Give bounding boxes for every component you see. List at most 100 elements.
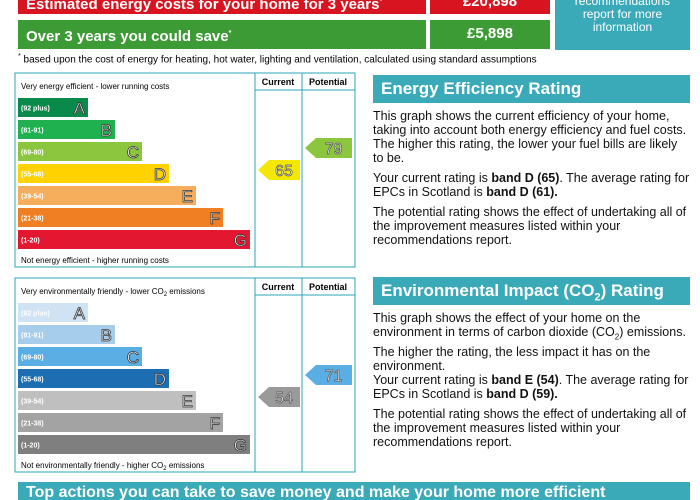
current-rating-arrow	[258, 160, 300, 180]
footnote-text: based upon the cost of energy for heatin…	[20, 54, 537, 66]
paragraph: Your current rating is band D (65). The …	[373, 171, 691, 199]
estimated-costs-label: Estimated energy costs for your home for…	[18, 0, 426, 14]
scale-label: Very environmentally friendly - lower CO…	[21, 287, 205, 298]
band-letter: G	[234, 231, 247, 250]
chart-frame	[14, 277, 356, 473]
potential-rating: 79	[325, 141, 343, 158]
potential-rating-arrow	[305, 365, 352, 385]
current-rating: 54	[275, 390, 293, 407]
paragraph: This graph shows the effect of your home…	[373, 311, 691, 373]
bold-text: band D (59).	[486, 387, 558, 401]
band-letter: C	[127, 143, 139, 162]
column-header: Potential	[309, 282, 347, 292]
footnote: * based upon the cost of energy for heat…	[18, 53, 537, 65]
rating-band	[18, 208, 223, 227]
scale-label: Not energy efficient - higher running co…	[21, 256, 169, 265]
label-text: Over 3 years you could save	[26, 28, 229, 45]
band-range: (21-38)	[21, 216, 44, 223]
band-range: (81-91)	[21, 333, 44, 340]
subscript: 2	[614, 332, 620, 342]
band-range: (55-68)	[21, 172, 44, 179]
rating-band	[18, 120, 115, 139]
footnote-mark: *	[379, 0, 383, 5]
band-letter: D	[154, 370, 166, 389]
bold-text: band E (54)	[491, 373, 559, 387]
paragraph: Your current rating is band E (54). The …	[373, 373, 691, 401]
paragraph: The potential rating shows the effect of…	[373, 205, 687, 247]
recommendations-note: See your recommendations report for more…	[555, 0, 690, 50]
band-range: (1-20)	[21, 443, 40, 450]
footer-title: Top actions you can take to save money a…	[18, 482, 690, 500]
chart-frame	[14, 72, 356, 268]
band-letter: F	[210, 209, 220, 228]
band-letter: E	[182, 392, 193, 411]
text: ) emissions. The higher the rating, the …	[373, 325, 686, 373]
band-range: (69-80)	[21, 355, 44, 362]
band-range: (39-54)	[21, 194, 44, 201]
current-rating-arrow	[258, 387, 300, 407]
band-range: (92 plus)	[21, 311, 50, 318]
column-header: Potential	[309, 77, 347, 87]
rating-band	[18, 142, 142, 161]
text: Environmental Impact (CO	[381, 281, 595, 300]
text: This graph shows the effect of your home…	[373, 311, 641, 339]
rating-band	[18, 303, 88, 322]
text: emissions	[167, 287, 205, 296]
rating-band	[18, 98, 88, 117]
rating-band	[18, 164, 169, 183]
text: Your current rating is	[373, 171, 492, 185]
potential-rating: 71	[325, 368, 343, 385]
text: Very environmentally friendly - lower CO	[21, 287, 164, 296]
subscript: 2	[163, 466, 167, 472]
band-letter: B	[101, 326, 112, 345]
band-letter: D	[154, 165, 166, 184]
rating-band	[18, 325, 115, 344]
rating-band	[18, 413, 223, 432]
section-heading: Energy Efficiency Rating	[373, 75, 690, 103]
label-text: Estimated energy costs for your home for…	[26, 0, 380, 13]
band-letter: A	[74, 304, 86, 323]
text: . The average rating for EPCs in Scotlan…	[373, 171, 690, 199]
scale-label: Very energy efficient - lower running co…	[21, 82, 169, 91]
potential-rating-arrow	[305, 138, 352, 158]
column-header: Current	[262, 77, 295, 87]
rating-band	[18, 230, 250, 249]
band-letter: B	[101, 121, 112, 140]
column-header: Current	[262, 282, 295, 292]
text: . The average rating for EPCs in Scotlan…	[373, 373, 689, 401]
band-letter: C	[127, 348, 139, 367]
band-range: (21-38)	[21, 421, 44, 428]
band-range: (81-91)	[21, 128, 44, 135]
rating-band	[18, 347, 142, 366]
band-range: (69-80)	[21, 150, 44, 157]
subscript: 2	[594, 291, 601, 304]
estimated-costs-value: £20,898	[430, 0, 550, 14]
rating-band	[18, 186, 196, 205]
band-range: (55-68)	[21, 377, 44, 384]
text: ) Rating	[600, 281, 664, 300]
text: Your current rating is	[373, 373, 492, 387]
paragraph: This graph shows the current efficiency …	[373, 109, 687, 165]
section-heading: Environmental Impact (CO2) Rating	[373, 277, 690, 305]
text: Not environmentally friendly - higher CO	[21, 461, 163, 470]
band-letter: G	[234, 436, 247, 455]
bold-text: band D (65)	[491, 171, 560, 185]
text: emissions	[167, 461, 205, 470]
rating-band	[18, 435, 250, 454]
band-range: (1-20)	[21, 238, 40, 245]
band-letter: A	[74, 99, 86, 118]
current-rating: 65	[275, 163, 293, 180]
bold-text: band D (61).	[486, 185, 558, 199]
footnote-mark: *	[228, 30, 232, 37]
paragraph: The potential rating shows the effect of…	[373, 407, 687, 449]
scale-label: Not environmentally friendly - higher CO…	[21, 461, 204, 472]
rating-band	[18, 369, 169, 388]
savings-value: £5,898	[430, 20, 550, 49]
band-letter: E	[182, 187, 193, 206]
text: Not energy efficient - higher running co…	[21, 256, 169, 265]
text: Very energy efficient - lower running co…	[21, 82, 169, 91]
footnote-mark: *	[18, 53, 21, 60]
rating-band	[18, 391, 196, 410]
savings-label: Over 3 years you could save*	[18, 20, 426, 49]
